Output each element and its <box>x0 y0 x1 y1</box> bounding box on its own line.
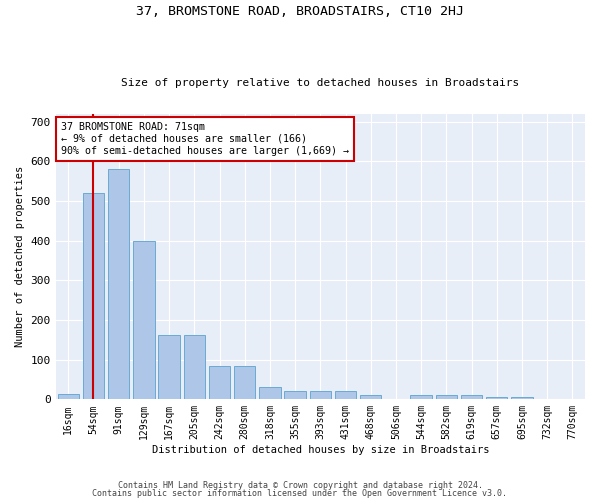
Bar <box>360 396 382 400</box>
Bar <box>310 392 331 400</box>
X-axis label: Distribution of detached houses by size in Broadstairs: Distribution of detached houses by size … <box>152 445 489 455</box>
Bar <box>461 396 482 400</box>
Bar <box>511 398 533 400</box>
Bar <box>259 388 281 400</box>
Bar <box>184 334 205 400</box>
Text: Contains HM Land Registry data © Crown copyright and database right 2024.: Contains HM Land Registry data © Crown c… <box>118 481 482 490</box>
Bar <box>284 392 306 400</box>
Title: Size of property relative to detached houses in Broadstairs: Size of property relative to detached ho… <box>121 78 520 88</box>
Bar <box>58 394 79 400</box>
Bar <box>335 392 356 400</box>
Text: Contains public sector information licensed under the Open Government Licence v3: Contains public sector information licen… <box>92 488 508 498</box>
Bar <box>486 398 508 400</box>
Bar <box>410 396 432 400</box>
Bar <box>108 170 130 400</box>
Bar <box>83 193 104 400</box>
Bar <box>133 240 155 400</box>
Bar <box>209 366 230 400</box>
Bar <box>436 396 457 400</box>
Text: 37, BROMSTONE ROAD, BROADSTAIRS, CT10 2HJ: 37, BROMSTONE ROAD, BROADSTAIRS, CT10 2H… <box>136 5 464 18</box>
Y-axis label: Number of detached properties: Number of detached properties <box>15 166 25 347</box>
Bar <box>234 366 256 400</box>
Bar <box>158 334 180 400</box>
Text: 37 BROMSTONE ROAD: 71sqm
← 9% of detached houses are smaller (166)
90% of semi-d: 37 BROMSTONE ROAD: 71sqm ← 9% of detache… <box>61 122 349 156</box>
